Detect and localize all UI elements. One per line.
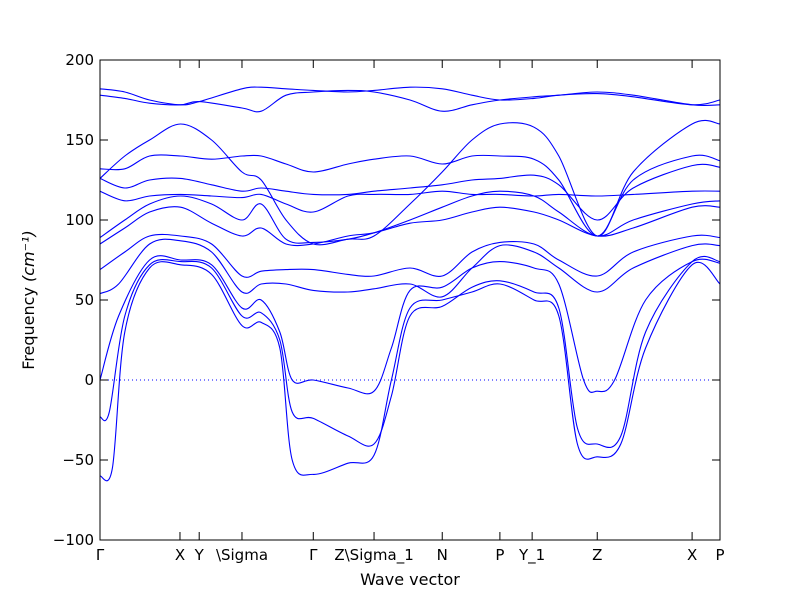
y-tick-label: 150: [65, 131, 94, 149]
x-tick-label: P: [715, 546, 724, 564]
branch-line-4: [99, 238, 721, 298]
y-tick-label: −100: [53, 531, 94, 549]
x-tick-label: P: [495, 546, 504, 564]
x-tick-label: Γ: [309, 546, 318, 564]
x-tick-label: N: [437, 546, 448, 564]
y-tick-label: 100: [65, 211, 94, 229]
x-tick-label: Y_1: [518, 546, 545, 565]
y-axis-label: Frequency (cm⁻¹): [19, 230, 38, 369]
branch-line-8: [99, 190, 721, 213]
x-tick-label: Y: [194, 546, 205, 564]
plot-frame: [99, 59, 721, 541]
branch-line-3: [99, 255, 721, 395]
y-axis-label-text: Frequency: [19, 287, 38, 370]
y-tick-label: 0: [84, 371, 94, 389]
branch-line-2: [99, 255, 721, 449]
x-tick-label: Z: [592, 546, 602, 564]
branch-line-7: [99, 190, 721, 244]
branch-line-13: [99, 86, 721, 106]
x-tick-label: Z\Sigma_1: [334, 546, 413, 565]
branch-line-5: [99, 233, 721, 278]
y-axis-label-unit: (cm⁻¹): [19, 230, 38, 282]
series-layer: [99, 86, 721, 482]
y-tick-label: 50: [75, 291, 94, 309]
y-tick-label: 200: [65, 51, 94, 69]
x-tick-label: \Sigma: [216, 546, 268, 564]
x-tick-label: X: [175, 546, 185, 564]
branch-line-6: [99, 205, 721, 247]
x-axis-label: Wave vector: [360, 570, 460, 589]
y-ticks: −100 −50 0 50 100 150 200: [53, 51, 720, 549]
branch-line-10: [99, 154, 721, 237]
branch-line-9: [99, 163, 721, 221]
x-tick-label: Γ: [96, 546, 105, 564]
y-tick-label: −50: [62, 451, 94, 469]
x-tick-label: X: [687, 546, 697, 564]
branch-line-1: [99, 261, 721, 482]
x-ticks: Γ X Y \Sigma Γ Z\Sigma_1 N P Y_1 Z X P: [96, 60, 725, 565]
branch-line-11: [99, 119, 721, 246]
branch-line-12: [99, 89, 721, 113]
